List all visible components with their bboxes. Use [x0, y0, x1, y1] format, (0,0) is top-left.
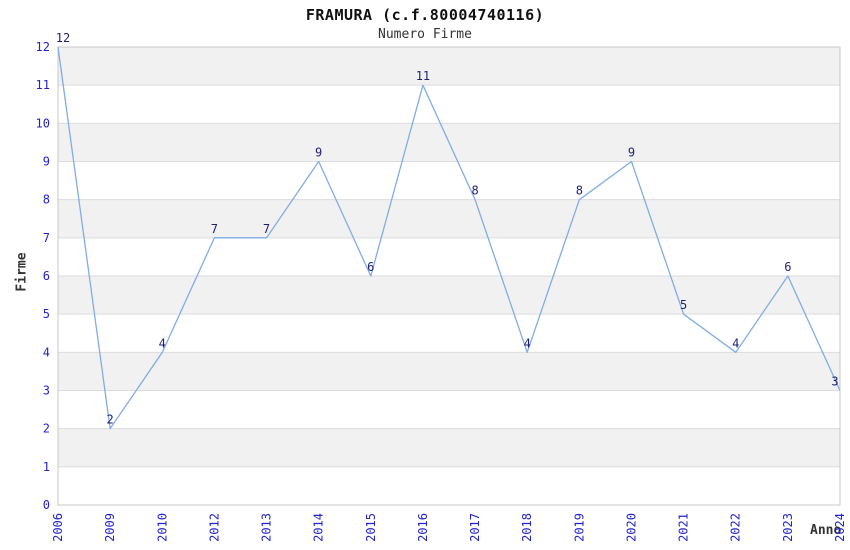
plot-band	[58, 428, 840, 467]
point-label: 12	[56, 31, 70, 45]
y-tick-label: 1	[43, 460, 50, 474]
plot-band	[58, 352, 840, 391]
y-tick-label: 7	[43, 231, 50, 245]
point-label: 7	[211, 222, 218, 236]
point-label: 4	[159, 336, 166, 350]
plot-border	[57, 46, 841, 506]
y-tick-label: 5	[43, 307, 50, 321]
y-tick-label: 8	[43, 193, 50, 207]
plot-band	[58, 199, 840, 238]
x-tick-label: 2018	[520, 513, 534, 542]
point-label: 11	[416, 69, 430, 83]
x-tick-label: 2016	[416, 513, 430, 542]
x-tick-label: 2023	[781, 513, 795, 542]
point-label: 2	[107, 413, 114, 427]
x-tick-label: 2009	[103, 513, 117, 542]
point-label: 8	[576, 184, 583, 198]
x-tick-label: 2015	[364, 513, 378, 542]
point-label: 4	[732, 336, 739, 350]
y-tick-label: 2	[43, 422, 50, 436]
x-tick-label: 2013	[260, 513, 274, 542]
x-tick-label: 2014	[312, 513, 326, 542]
x-tick-label: 2022	[729, 513, 743, 542]
x-axis-title: Anno	[810, 523, 842, 538]
point-label: 8	[471, 184, 478, 198]
y-tick-label: 11	[36, 78, 50, 92]
x-tick-label: 2021	[677, 513, 691, 542]
y-tick-label: 10	[36, 116, 50, 130]
chart-title: FRAMURA (c.f.80004740116)	[305, 6, 545, 24]
x-tick-label: 2019	[572, 513, 586, 542]
point-label: 5	[680, 298, 687, 312]
point-label: 9	[315, 146, 322, 160]
plot-band	[58, 276, 840, 315]
y-tick-label: 12	[36, 40, 50, 54]
point-label: 9	[628, 146, 635, 160]
x-tick-label: 2020	[624, 513, 638, 542]
y-tick-label: 0	[43, 498, 50, 512]
y-tick-label: 9	[43, 155, 50, 169]
y-tick-label: 3	[43, 384, 50, 398]
point-label: 6	[784, 260, 791, 274]
y-tick-label: 6	[43, 269, 50, 283]
point-label: 7	[263, 222, 270, 236]
x-tick-label: 2010	[155, 513, 169, 542]
x-tick-label: 2017	[468, 513, 482, 542]
data-line	[57, 46, 841, 430]
x-tick-label: 2024	[833, 513, 847, 542]
y-tick-label: 4	[43, 345, 50, 359]
point-label: 3	[831, 375, 838, 389]
x-tick-label: 2006	[51, 513, 65, 542]
x-tick-label: 2012	[207, 513, 221, 542]
chart-subtitle: Numero Firme	[378, 27, 472, 42]
point-label: 6	[367, 260, 374, 274]
plot-band	[58, 47, 840, 86]
point-label: 4	[524, 336, 531, 350]
